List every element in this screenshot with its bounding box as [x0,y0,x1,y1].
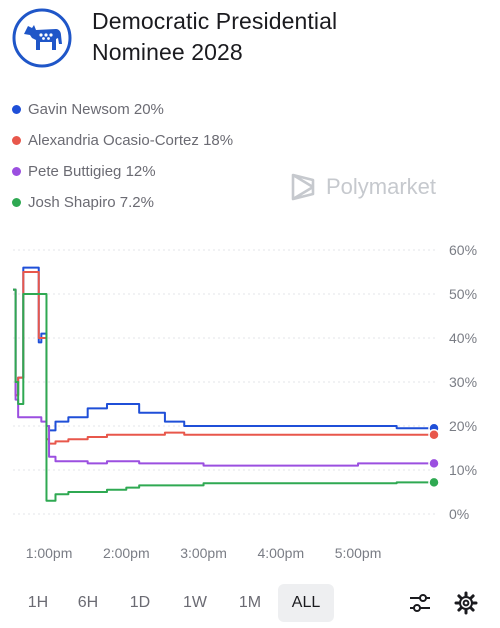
legend-item-newsom: Gavin Newsom 20% [12,94,233,125]
chart-series [13,266,434,502]
x-tick-label: 4:00pm [257,545,304,561]
y-tick-label: 30% [449,374,477,390]
legend-dot-icon [12,167,21,176]
y-tick-label: 0% [449,506,469,522]
series-line-0 [13,266,434,432]
series-line-1 [13,271,434,445]
series-endpoint-1 [428,429,440,441]
page-title: Democratic Presidential Nominee 2028 [92,6,472,68]
x-tick-label: 2:00pm [103,545,150,561]
y-tick-label: 60% [449,242,477,258]
x-tick-label: 3:00pm [180,545,227,561]
series-endpoint-3 [428,476,440,489]
gear-icon[interactable] [454,591,478,615]
range-1d-button[interactable]: 1D [129,594,151,611]
x-tick-label: 5:00pm [335,545,382,561]
legend-item-ocasio-cortez: Alexandria Ocasio-Cortez 18% [12,125,233,156]
y-axis-ticks: 60% 50% 40% 30% 20% 10% 0% [449,242,477,522]
legend-label: Josh Shapiro 7.2% [28,194,154,211]
title-line-1: Democratic Presidential [92,8,338,34]
range-1h-button[interactable]: 1H [27,594,49,611]
price-history-chart[interactable]: 60% 50% 40% 30% 20% 10% 0% 1:00pm 2:00pm 3:00pm 4… [0,230,500,570]
range-1w-button[interactable]: 1W [183,594,207,611]
legend-dot-icon [12,136,21,145]
chart-endpoints [428,422,440,489]
legend-item-buttigieg: Pete Buttigieg 12% [12,156,233,187]
y-tick-label: 20% [449,418,477,434]
range-6h-button[interactable]: 6H [77,594,99,611]
chart-grid [13,249,438,515]
legend-dot-icon [12,105,21,114]
y-tick-label: 40% [449,330,477,346]
legend-dot-icon [12,198,21,207]
sliders-icon[interactable] [408,591,432,615]
y-tick-label: 10% [449,462,477,478]
market-header: Democratic Presidential Nominee 2028 [12,6,488,68]
polymarket-logo-icon [291,173,315,201]
x-tick-label: 1:00pm [26,545,73,561]
legend-item-shapiro: Josh Shapiro 7.2% [12,187,233,218]
range-1m-button[interactable]: 1M [238,594,262,611]
legend-label: Gavin Newsom 20% [28,101,164,118]
y-tick-label: 50% [449,286,477,302]
range-all-button[interactable]: ALL [278,584,334,622]
series-endpoint-2 [428,457,440,470]
series-line-3 [13,288,434,502]
legend-label: Alexandria Ocasio-Cortez 18% [28,132,234,149]
democratic-donkey-icon [12,8,72,68]
watermark-text: Polymarket [326,174,437,199]
time-range-selector: 1H 6H 1D 1W 1M ALL [14,584,486,622]
legend-label: Pete Buttigieg 12% [28,163,156,180]
x-axis-ticks: 1:00pm 2:00pm 3:00pm 4:00pm 5:00pm [26,545,382,561]
title-line-2: Nominee 2028 [92,39,243,65]
chart-legend: Gavin Newsom 20% Alexandria Ocasio-Corte… [12,94,233,218]
series-line-2 [13,288,434,467]
polymarket-watermark: Polymarket [290,172,436,202]
